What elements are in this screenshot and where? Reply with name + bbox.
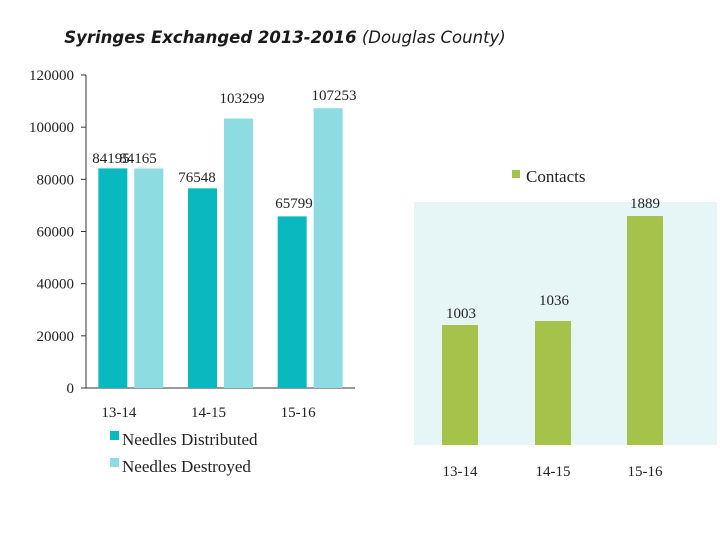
- y-tick-label: 120000: [29, 68, 74, 84]
- data-label: 1003: [446, 306, 476, 322]
- data-label: 84195: [92, 151, 130, 167]
- x-tick-label: 13-14: [101, 405, 136, 421]
- data-label: 84165: [119, 151, 157, 167]
- x-tick-label: 13-14: [443, 464, 478, 480]
- data-label: 107253: [312, 88, 357, 104]
- data-label: 1889: [630, 196, 660, 212]
- bar-contacts: [627, 216, 663, 445]
- chart-title-subtitle: (Douglas County): [361, 28, 506, 47]
- bar-needles-destroyed: [134, 168, 164, 388]
- x-tick-label: 14-15: [191, 405, 226, 421]
- legend-swatch: [512, 170, 520, 178]
- legend-label: Contacts: [526, 167, 586, 186]
- data-label: 76548: [178, 170, 216, 186]
- bar-needles-distributed: [188, 188, 217, 388]
- data-label: 65799: [275, 196, 313, 212]
- y-tick-label: 100000: [29, 120, 74, 136]
- chart-title: Syringes Exchanged 2013-2016 (Douglas Co…: [0, 28, 570, 47]
- legend-swatch: [110, 431, 119, 440]
- legend-swatch: [110, 458, 119, 467]
- chart-title-main: Syringes Exchanged 2013-2016: [64, 28, 357, 47]
- y-tick-label: 40000: [37, 277, 75, 293]
- bar-needles-destroyed: [313, 108, 343, 389]
- x-tick-label: 14-15: [536, 464, 571, 480]
- legend-label: Needles Destroyed: [122, 457, 251, 476]
- y-tick-label: 0: [67, 381, 75, 397]
- y-tick-label: 20000: [37, 329, 75, 345]
- data-label: 1036: [539, 293, 570, 309]
- legend-label: Needles Distributed: [122, 430, 258, 449]
- bar-contacts: [442, 325, 478, 445]
- bar-needles-distributed: [98, 168, 128, 388]
- x-tick-label: 15-16: [628, 464, 663, 480]
- data-label: 103299: [220, 91, 265, 107]
- bar-needles-destroyed: [224, 118, 253, 389]
- bar-needles-distributed: [277, 216, 307, 388]
- y-tick-label: 80000: [37, 172, 75, 188]
- x-tick-label: 15-16: [281, 405, 316, 421]
- y-tick-label: 60000: [37, 225, 75, 241]
- bar-contacts: [535, 321, 571, 445]
